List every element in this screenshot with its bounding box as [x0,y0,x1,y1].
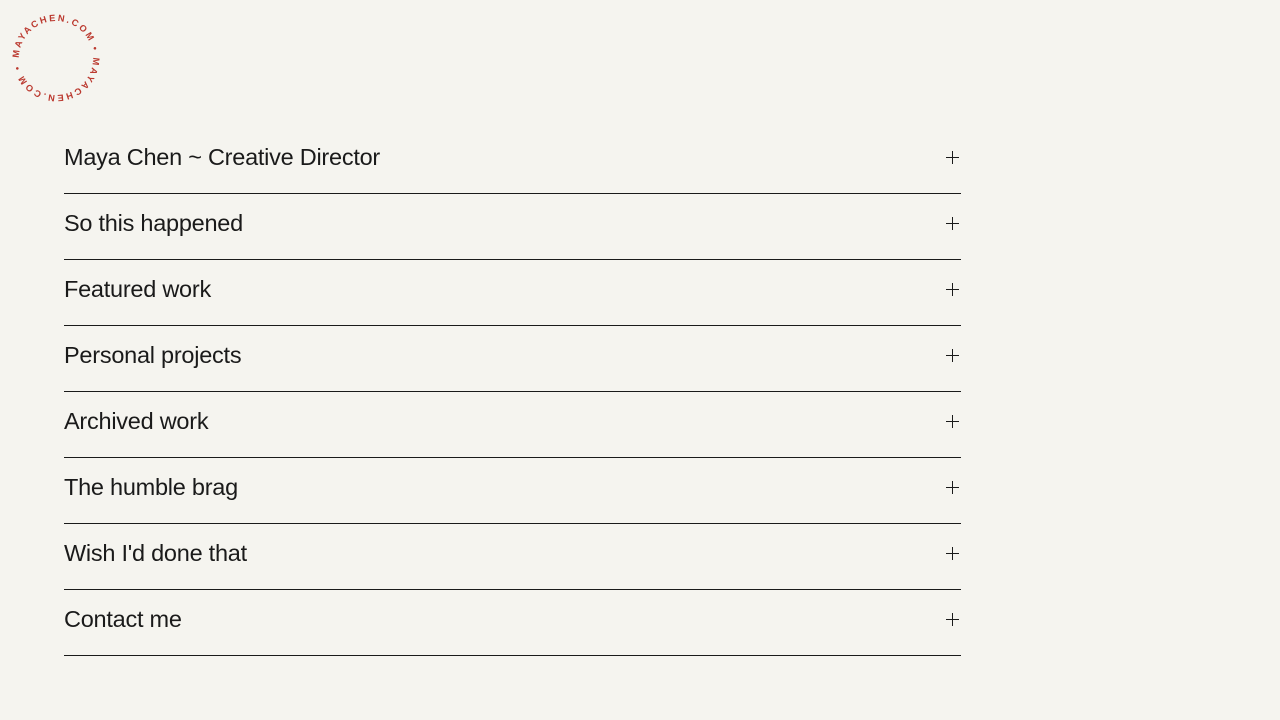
accordion-item-label: So this happened [64,209,243,236]
plus-icon[interactable] [944,347,962,371]
accordion-item-label: The humble brag [64,473,238,500]
accordion-item-label: Contact me [64,605,182,632]
accordion-item-label: Maya Chen ~ Creative Director [64,143,381,170]
circular-wordmark-svg: MAYACHEN.COM • MAYACHEN.COM • [11,13,102,103]
logo-ring-textpath: MAYACHEN.COM • MAYACHEN.COM • [11,13,99,103]
plus-icon[interactable] [944,413,962,437]
accordion-item-label: Featured work [64,275,211,302]
plus-icon[interactable] [944,149,962,173]
plus-icon[interactable] [944,281,962,305]
accordion-item-label: Personal projects [64,341,242,368]
plus-icon[interactable] [944,479,962,503]
accordion-item-label: Wish I'd done that [64,539,247,566]
accordion-item-so-this-happened[interactable]: So this happened [64,194,961,260]
accordion-item-wish-id-done-that[interactable]: Wish I'd done that [64,524,961,590]
site-logo[interactable]: MAYACHEN.COM • MAYACHEN.COM • [8,10,104,106]
accordion-item-archived-work[interactable]: Archived work [64,392,961,458]
accordion-item-maya-chen-creative-director[interactable]: Maya Chen ~ Creative Director [64,128,961,194]
plus-icon[interactable] [944,611,962,635]
accordion-item-label: Archived work [64,407,209,434]
plus-icon[interactable] [944,215,962,239]
plus-icon[interactable] [944,545,962,569]
accordion-item-featured-work[interactable]: Featured work [64,260,961,326]
accordion-item-personal-projects[interactable]: Personal projects [64,326,961,392]
accordion-item-contact-me[interactable]: Contact me [64,590,961,656]
logo-ring-text: MAYACHEN.COM • MAYACHEN.COM • [11,13,102,103]
accordion-item-the-humble-brag[interactable]: The humble brag [64,458,961,524]
accordion-menu: Maya Chen ~ Creative Director So this ha… [64,128,961,656]
